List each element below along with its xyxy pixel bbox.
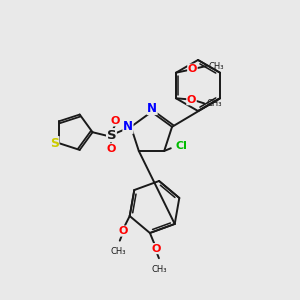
Text: S: S [50,137,59,150]
Text: CH₃: CH₃ [111,247,126,256]
Text: Cl: Cl [176,142,188,152]
Text: O: O [118,226,128,236]
Text: CH₃: CH₃ [208,62,224,70]
Text: N: N [147,101,157,115]
Text: O: O [151,244,160,254]
Text: O: O [110,116,120,126]
Text: CH₃: CH₃ [152,265,167,274]
Text: O: O [187,95,196,105]
Text: O: O [106,144,116,154]
Text: O: O [188,64,197,74]
Text: S: S [106,129,116,142]
Text: N: N [123,120,133,133]
Text: CH₃: CH₃ [206,99,222,108]
